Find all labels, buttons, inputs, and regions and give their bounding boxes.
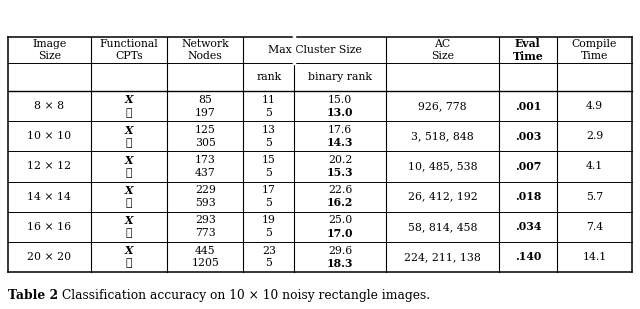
Text: X: X [125, 245, 133, 256]
Text: 8 × 8: 8 × 8 [35, 101, 65, 111]
Text: 773: 773 [195, 228, 216, 238]
Text: 2.9: 2.9 [586, 131, 603, 141]
Text: Functional
CPTs: Functional CPTs [100, 39, 159, 61]
Text: 11: 11 [262, 95, 276, 105]
Text: 4.1: 4.1 [586, 162, 603, 171]
Text: AC
Size: AC Size [431, 39, 454, 61]
Text: 20.2: 20.2 [328, 155, 352, 165]
Text: 29.6: 29.6 [328, 246, 352, 256]
Text: 437: 437 [195, 168, 216, 178]
Text: 17: 17 [262, 185, 276, 195]
Text: X: X [125, 215, 133, 226]
Text: .003: .003 [515, 131, 541, 142]
Text: Compile
Time: Compile Time [572, 39, 617, 61]
Text: 20 × 20: 20 × 20 [28, 252, 72, 262]
Text: Image
Size: Image Size [32, 39, 67, 61]
Text: 125: 125 [195, 125, 216, 135]
Text: 926, 778: 926, 778 [418, 101, 467, 111]
Text: 5.7: 5.7 [586, 192, 603, 201]
Text: 7.4: 7.4 [586, 222, 603, 232]
Text: 5: 5 [266, 228, 272, 238]
Text: 1205: 1205 [191, 258, 220, 268]
Text: 593: 593 [195, 198, 216, 208]
Text: 5: 5 [266, 168, 272, 178]
Text: 445: 445 [195, 246, 216, 256]
Text: Max Cluster Size: Max Cluster Size [268, 45, 362, 55]
Text: Network
Nodes: Network Nodes [181, 39, 229, 61]
Text: 229: 229 [195, 185, 216, 195]
Text: Eval
Time: Eval Time [513, 38, 543, 62]
Text: X: X [125, 94, 133, 105]
Text: ✓: ✓ [126, 258, 132, 268]
Text: 10 × 10: 10 × 10 [28, 131, 72, 141]
Text: .007: .007 [515, 161, 541, 172]
Text: 16.2: 16.2 [327, 197, 353, 209]
Text: 12 × 12: 12 × 12 [28, 162, 72, 171]
Text: 305: 305 [195, 138, 216, 148]
Text: 26, 412, 192: 26, 412, 192 [408, 192, 477, 201]
Text: 85: 85 [198, 95, 212, 105]
Text: 17.6: 17.6 [328, 125, 352, 135]
Text: 224, 211, 138: 224, 211, 138 [404, 252, 481, 262]
Text: 3, 518, 848: 3, 518, 848 [411, 131, 474, 141]
Text: 15: 15 [262, 155, 276, 165]
Text: ✓: ✓ [126, 108, 132, 117]
Text: 173: 173 [195, 155, 216, 165]
Text: ✓: ✓ [126, 198, 132, 208]
Text: .018: .018 [515, 191, 541, 202]
Text: X: X [125, 125, 133, 136]
Text: 16 × 16: 16 × 16 [28, 222, 72, 232]
Text: 197: 197 [195, 108, 216, 117]
Text: 15.3: 15.3 [327, 167, 353, 178]
Text: X: X [125, 154, 133, 166]
Text: 4.9: 4.9 [586, 101, 603, 111]
Text: 13.0: 13.0 [327, 107, 353, 118]
Text: 5: 5 [266, 258, 272, 268]
Text: 14.3: 14.3 [327, 137, 353, 148]
Text: 14 × 14: 14 × 14 [28, 192, 71, 201]
Text: 23: 23 [262, 246, 276, 256]
Text: 15.0: 15.0 [328, 95, 352, 105]
Text: Table 2: Table 2 [8, 289, 58, 302]
Text: 5: 5 [266, 198, 272, 208]
Text: : Classification accuracy on 10 × 10 noisy rectangle images.: : Classification accuracy on 10 × 10 noi… [54, 289, 430, 302]
Text: ✓: ✓ [126, 138, 132, 148]
Text: ✓: ✓ [126, 168, 132, 178]
Text: 5: 5 [266, 138, 272, 148]
Text: 22.6: 22.6 [328, 185, 352, 195]
Text: 19: 19 [262, 215, 276, 225]
Text: 25.0: 25.0 [328, 215, 352, 225]
Text: 18.3: 18.3 [327, 258, 353, 269]
Text: 10, 485, 538: 10, 485, 538 [408, 162, 477, 171]
Text: .034: .034 [515, 221, 541, 232]
Text: 13: 13 [262, 125, 276, 135]
Text: 14.1: 14.1 [582, 252, 607, 262]
Text: 58, 814, 458: 58, 814, 458 [408, 222, 477, 232]
Text: binary rank: binary rank [308, 72, 372, 82]
Text: 17.0: 17.0 [327, 227, 353, 239]
Text: 293: 293 [195, 215, 216, 225]
Text: rank: rank [256, 72, 282, 82]
Text: .001: .001 [515, 101, 541, 112]
Text: ✓: ✓ [126, 228, 132, 238]
Text: 5: 5 [266, 108, 272, 117]
Text: .140: .140 [515, 251, 541, 262]
Text: X: X [125, 185, 133, 196]
